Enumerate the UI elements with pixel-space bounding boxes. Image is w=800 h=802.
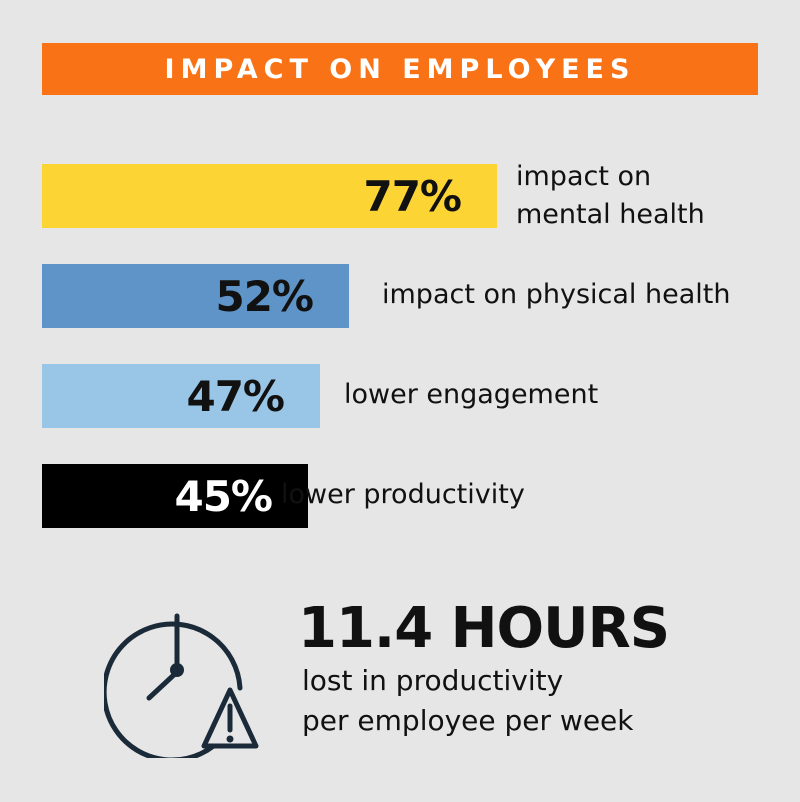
bar-value-label-2: 52% [215, 271, 314, 321]
bar-2: 52% [42, 264, 349, 328]
bar-value-label-4: 45% [174, 471, 273, 521]
bar-3: 47% [42, 364, 320, 428]
bar-4: 45% [42, 464, 308, 528]
hours-lost-line-1: lost in productivity [302, 664, 564, 697]
clock-warning-icon [101, 608, 264, 763]
bar-label-productivity: lower productivity [281, 479, 525, 510]
hours-lost-line-2: per employee per week [302, 704, 634, 737]
bar-label-mental-health: impact on mental health [516, 161, 705, 230]
hours-lost-headline: 11.4 HOURS [298, 596, 670, 661]
title-banner: IMPACT ON EMPLOYEES [42, 43, 758, 95]
bar-value-label-1: 77% [363, 171, 462, 221]
chart-title: IMPACT ON EMPLOYEES [164, 53, 636, 85]
bar-label-physical-health: impact on physical health [382, 279, 731, 310]
bar-label-engagement: lower engagement [344, 379, 599, 410]
bar-value-label-3: 47% [186, 371, 285, 421]
bar-1: 77% [42, 164, 497, 228]
